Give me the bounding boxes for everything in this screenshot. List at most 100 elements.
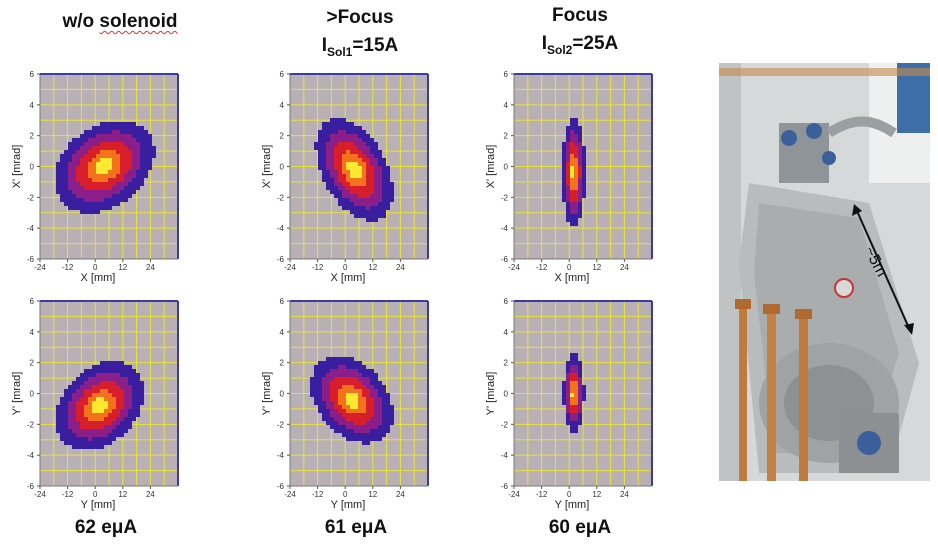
beam-pixel: [386, 190, 390, 194]
beam-pixel: [358, 206, 362, 210]
beam-pixel: [56, 425, 60, 429]
beam-pixel: [570, 365, 574, 369]
beam-pixel: [56, 190, 60, 194]
beam-pixel: [92, 134, 96, 138]
beam-pixel: [562, 154, 566, 158]
beam-pixel: [382, 429, 386, 433]
beam-pixel: [354, 409, 358, 413]
beam-pixel: [92, 166, 96, 170]
beam-pixel: [562, 182, 566, 186]
beam-pixel: [96, 405, 100, 409]
beam-pixel: [132, 373, 136, 377]
beam-pixel: [96, 174, 100, 178]
beam-pixel: [72, 413, 76, 417]
beam-pixel: [84, 417, 88, 421]
beam-pixel: [366, 437, 370, 441]
beam-pixel: [582, 178, 586, 182]
beam-pixel: [88, 206, 92, 210]
beam-pixel: [342, 206, 346, 210]
beam-pixel: [578, 373, 582, 377]
x-tick-label: 24: [146, 263, 155, 272]
beam-pixel: [88, 186, 92, 190]
beam-pixel: [80, 190, 84, 194]
beam-pixel: [88, 182, 92, 186]
beam-pixel: [80, 162, 84, 166]
x-axis-label: Y [mm]: [555, 499, 590, 511]
beam-pixel: [124, 421, 128, 425]
beam-pixel: [370, 381, 374, 385]
beam-pixel: [104, 122, 108, 126]
beam-pixel: [338, 130, 342, 134]
beam-pixel: [76, 413, 80, 417]
beam-pixel: [76, 194, 80, 198]
beam-pixel: [108, 389, 112, 393]
beam-pixel: [362, 389, 366, 393]
beam-pixel: [120, 429, 124, 433]
beam-pixel: [132, 377, 136, 381]
y-tick-label: 4: [280, 328, 285, 337]
beam-pixel: [60, 162, 64, 166]
beam-pixel: [346, 397, 350, 401]
beam-pixel: [326, 166, 330, 170]
beam-pixel: [570, 357, 574, 361]
beam-pixel: [124, 138, 128, 142]
beam-pixel: [96, 146, 100, 150]
beam-pixel: [112, 413, 116, 417]
beam-pixel: [338, 190, 342, 194]
beam-pixel: [570, 361, 574, 365]
beam-pixel: [108, 162, 112, 166]
beam-pixel: [338, 174, 342, 178]
beam-pixel: [370, 162, 374, 166]
beam-pixel: [64, 178, 68, 182]
beam-pixel: [350, 162, 354, 166]
beam-pixel: [124, 405, 128, 409]
beam-pixel: [330, 409, 334, 413]
beam-pixel: [330, 154, 334, 158]
y-tick-label: 4: [30, 328, 35, 337]
beam-pixel: [358, 158, 362, 162]
beam-pixel: [80, 194, 84, 198]
beam-pixel: [84, 166, 88, 170]
beam-pixel: [64, 417, 68, 421]
beam-pixel: [116, 433, 120, 437]
beam-pixel: [318, 401, 322, 405]
beam-pixel: [326, 178, 330, 182]
beam-pixel: [60, 158, 64, 162]
beam-pixel: [362, 433, 366, 437]
beam-pixel: [334, 409, 338, 413]
beam-pixel: [366, 389, 370, 393]
beam-pixel: [378, 190, 382, 194]
beam-pixel: [350, 433, 354, 437]
beam-pixel: [64, 413, 68, 417]
beam-pixel: [334, 154, 338, 158]
beam-pixel: [116, 389, 120, 393]
beam-pixel: [76, 417, 80, 421]
beam-pixel: [76, 186, 80, 190]
beam-pixel: [574, 214, 578, 218]
beam-pixel: [318, 369, 322, 373]
beam-pixel: [354, 373, 358, 377]
beam-pixel: [100, 174, 104, 178]
beam-pixel: [104, 401, 108, 405]
beam-pixel: [132, 134, 136, 138]
beam-pixel: [96, 206, 100, 210]
beam-pixel: [120, 389, 124, 393]
beam-pixel: [346, 134, 350, 138]
beam-pixel: [64, 389, 68, 393]
beam-pixel: [108, 170, 112, 174]
beam-pixel: [68, 206, 72, 210]
beam-pixel: [338, 417, 342, 421]
beam-pixel: [322, 373, 326, 377]
beam-pixel: [318, 142, 322, 146]
beam-pixel: [566, 210, 570, 214]
beam-pixel: [112, 429, 116, 433]
beam-pixel: [104, 194, 108, 198]
beam-pixel: [562, 198, 566, 202]
beam-pixel: [318, 365, 322, 369]
beam-pixel: [136, 142, 140, 146]
beam-pixel: [574, 170, 578, 174]
beam-pixel: [350, 142, 354, 146]
beam-pixel: [116, 186, 120, 190]
beam-pixel: [582, 194, 586, 198]
beam-pixel: [322, 146, 326, 150]
